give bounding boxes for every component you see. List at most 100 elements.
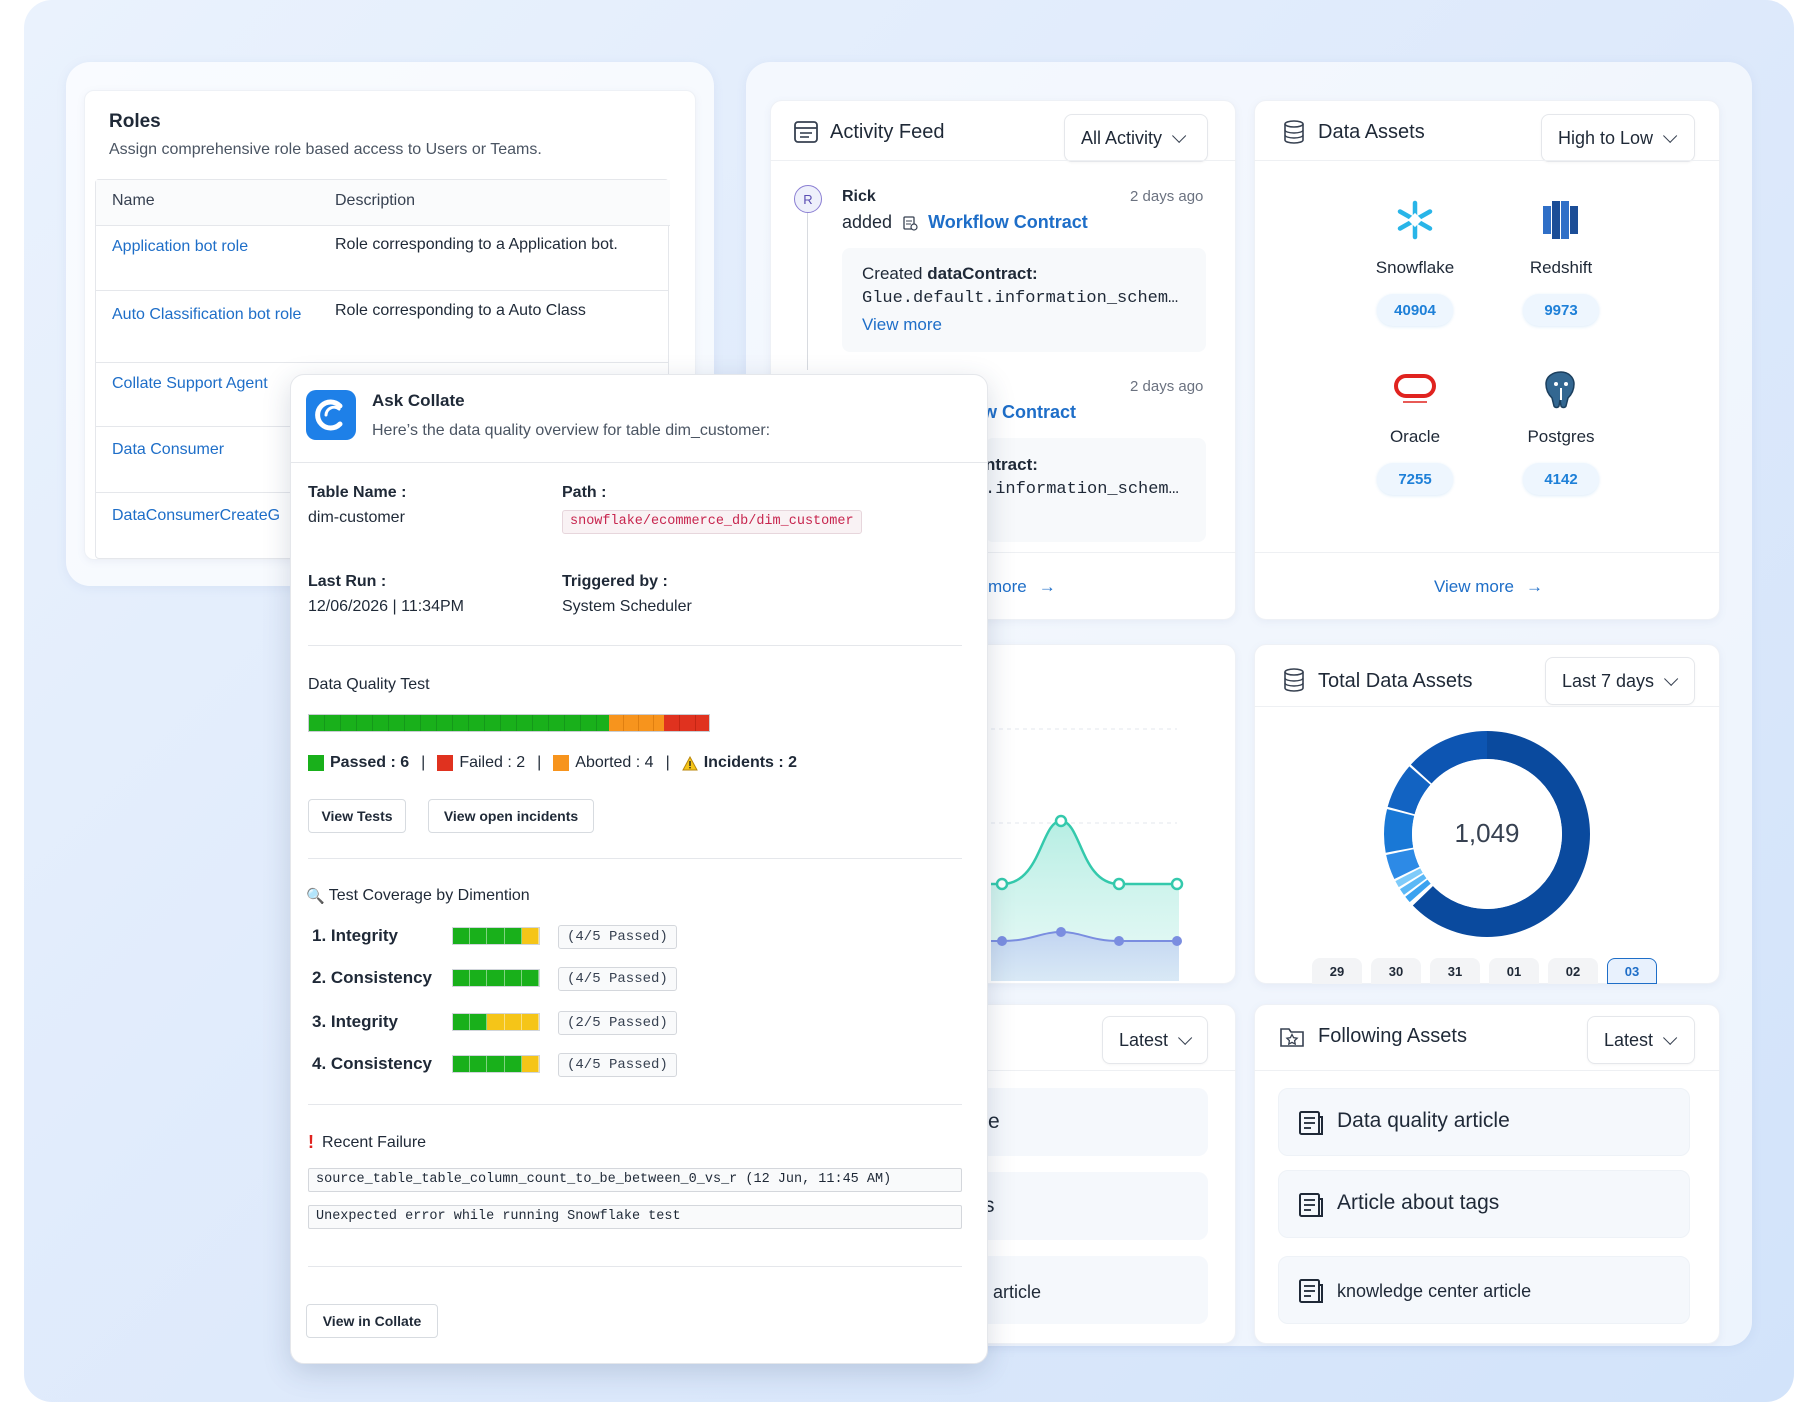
role-name-link[interactable]: Collate Support Agent [112, 375, 268, 392]
role-name-link[interactable]: Auto Classification bot role [112, 306, 302, 323]
date-tab[interactable]: 31 [1430, 958, 1480, 984]
asset-count-badge[interactable]: 7255 [1377, 463, 1453, 495]
knowledge-item[interactable] [960, 1172, 1208, 1240]
article-icon [1299, 1279, 1323, 1303]
redshift-icon[interactable] [1540, 198, 1582, 242]
article-title: Data quality article [1337, 1109, 1510, 1132]
data-assets-view-more-label: View more [1434, 577, 1514, 596]
dq-test-progress-bar [308, 714, 710, 732]
triggered-by-label: Triggered by : [562, 573, 668, 590]
user-avatar: R [794, 185, 822, 213]
role-name-link[interactable]: DataConsumerCreateG [112, 507, 281, 524]
date-tab[interactable]: 02 [1548, 958, 1598, 984]
following-article-item[interactable]: Data quality article [1278, 1088, 1690, 1156]
view-in-collate-button[interactable]: View in Collate [306, 1304, 438, 1338]
knowledge-item-label: s [984, 1194, 995, 1217]
knowledge-item[interactable] [960, 1088, 1208, 1156]
chevron-down-icon [1663, 1030, 1678, 1045]
activity-filter-dropdown[interactable]: All Activity [1064, 114, 1208, 162]
asset-name: Postgres [1527, 427, 1595, 446]
dq-test-title: Data Quality Test [308, 676, 430, 693]
row-divider [95, 492, 295, 493]
coverage-label: 2. Consistency [312, 968, 432, 987]
role-description: Role corresponding to a Application bot. [335, 236, 618, 253]
asset-name: Redshift [1529, 258, 1593, 277]
feed-user-name[interactable]: Rick [842, 188, 876, 205]
asset-count-badge[interactable]: 4142 [1523, 463, 1599, 495]
recent-failure-header: ! Recent Failure [308, 1132, 426, 1153]
role-name-link[interactable]: Data Consumer [112, 441, 225, 458]
last-run-value: 12/06/2026 | 11:34PM [308, 598, 464, 615]
feed-created-label: Created [862, 264, 928, 283]
view-open-incidents-button[interactable]: View open incidents [428, 799, 594, 833]
legend-separator: | [537, 754, 542, 771]
feed-code: .information_schem… [985, 480, 1179, 499]
knowledge-sort-value: Latest [1119, 1029, 1169, 1050]
following-article-item[interactable]: knowledge center article [1278, 1256, 1690, 1324]
feed-entity-link[interactable]: w Contract [983, 402, 1077, 422]
knowledge-sort-dropdown[interactable]: Latest [1102, 1016, 1208, 1064]
view-tests-button[interactable]: View Tests [308, 799, 406, 833]
exclamation-icon: ! [308, 1132, 314, 1152]
feed-view-more-link[interactable]: View more [862, 315, 942, 334]
oracle-icon[interactable] [1393, 372, 1437, 406]
knowledge-item-label: e [988, 1110, 1000, 1133]
warning-icon [681, 755, 698, 770]
timeline-line [807, 210, 808, 370]
feed-entity-link[interactable]: Workflow Contract [928, 212, 1088, 232]
feed-detail-card [985, 438, 1206, 542]
recent-failure-title: Recent Failure [322, 1133, 427, 1151]
coverage-bar [452, 1055, 540, 1073]
assets-divider [1254, 160, 1720, 161]
date-tab[interactable]: 30 [1371, 958, 1421, 984]
snowflake-icon[interactable] [1393, 198, 1437, 242]
following-sort-dropdown[interactable]: Latest [1587, 1016, 1695, 1064]
activity-feed-icon [794, 121, 818, 143]
feed-view-more-footer[interactable]: more → [988, 577, 1056, 597]
roles-table [95, 179, 670, 559]
article-icon [1299, 1193, 1323, 1217]
total-assets-donut-chart [1384, 731, 1590, 937]
following-divider [1254, 1070, 1720, 1071]
failure-error-message: Unexpected error while running Snowflake… [308, 1205, 962, 1229]
data-assets-sort-dropdown[interactable]: High to Low [1541, 114, 1695, 162]
total-assets-range-dropdown[interactable]: Last 7 days [1545, 657, 1695, 705]
path-value: snowflake/ecommerce_db/dim_customer [562, 510, 862, 534]
postgres-icon[interactable] [1540, 368, 1582, 412]
chevron-down-icon [1172, 128, 1187, 143]
role-name-link[interactable]: Application bot role [112, 238, 249, 255]
popup-divider [308, 858, 962, 859]
chevron-down-icon [1178, 1030, 1193, 1045]
following-article-item[interactable]: Article about tags [1278, 1170, 1690, 1238]
article-title: knowledge center article [1337, 1281, 1532, 1301]
knowledge-item[interactable] [960, 1256, 1208, 1324]
row-divider [95, 290, 669, 291]
popup-divider [308, 1266, 962, 1267]
date-tab-selected[interactable]: 03 [1607, 958, 1657, 984]
last-run-label: Last Run : [308, 573, 387, 590]
dq-legend: Passed : 6 | Failed : 2 | Aborted : 4 | … [308, 754, 797, 772]
role-description: Role corresponding to a Auto Class [335, 302, 586, 319]
date-tab[interactable]: 01 [1489, 958, 1539, 984]
asset-count-badge[interactable]: 9973 [1523, 294, 1599, 326]
data-assets-view-more-link[interactable]: View more → [1434, 577, 1543, 597]
asset-count-badge[interactable]: 40904 [1377, 294, 1453, 326]
triggered-by-value: System Scheduler [562, 598, 692, 615]
activity-area-chart [991, 728, 1184, 981]
failure-test-name: source_table_table_column_count_to_be_be… [308, 1168, 962, 1192]
total-assets-range-value: Last 7 days [1562, 670, 1655, 691]
date-tab[interactable]: 29 [1312, 958, 1362, 984]
popup-divider [290, 462, 988, 463]
legend-failed-label: Failed : 2 [459, 754, 526, 771]
column-description-header: Description [335, 192, 416, 209]
assets-footer-divider [1254, 552, 1720, 553]
coverage-result: (4/5 Passed) [558, 925, 677, 949]
coverage-header: 🔍 Test Coverage by Dimention [306, 887, 530, 905]
coverage-bar [452, 1013, 540, 1031]
dq-bar-passed [309, 715, 609, 731]
activity-filter-value: All Activity [1081, 127, 1163, 148]
legend-incidents: Incidents : 2 [681, 754, 797, 772]
popup-divider [308, 645, 962, 646]
feed-timestamp: 2 days ago [1130, 188, 1204, 205]
feed-verb: added [842, 212, 893, 232]
